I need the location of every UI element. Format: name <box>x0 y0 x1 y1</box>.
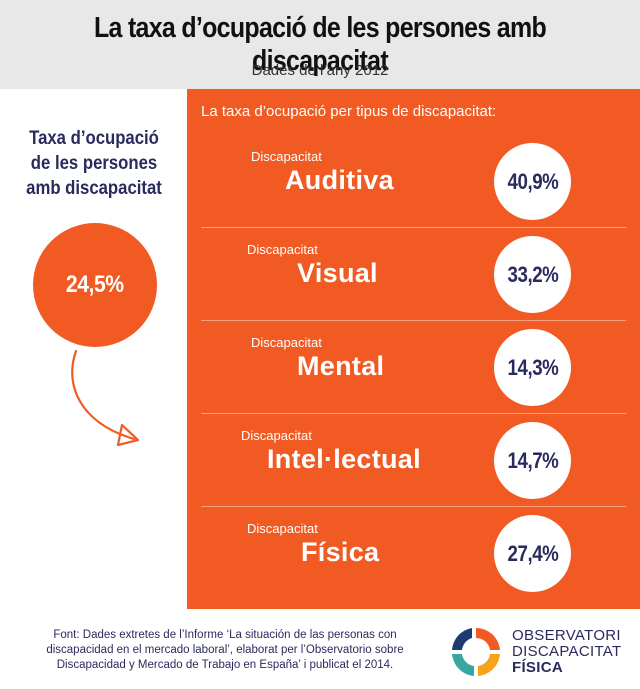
row-value-label: 33,2% <box>507 262 558 288</box>
logo-line-3: FÍSICA <box>512 660 636 676</box>
header: La taxa d’ocupació de les persones amb d… <box>0 0 640 89</box>
page-subtitle: Dades de l’any 2012 <box>0 62 640 79</box>
logo-line-2: DISCAPACITAT <box>512 644 636 660</box>
panel-title: La taxa d’ocupació per tipus de discapac… <box>201 103 496 120</box>
row-value-circle: 14,7% <box>494 422 571 499</box>
row-prefix-label: Discapacitat <box>247 521 318 536</box>
logo-line-1: OBSERVATORI <box>512 628 636 644</box>
row-value-label: 14,7% <box>507 448 558 474</box>
row-value-label: 40,9% <box>507 169 558 195</box>
row-category-label: Física <box>301 537 379 568</box>
disability-row: Discapacitat Intel·lectual 14,7% <box>187 414 640 507</box>
logo-text: OBSERVATORI DISCAPACITAT FÍSICA <box>512 628 636 676</box>
disability-row: Discapacitat Física 27,4% <box>187 507 640 600</box>
row-prefix-label: Discapacitat <box>251 335 322 350</box>
row-value-circle: 14,3% <box>494 329 571 406</box>
overall-label: Taxa d’ocupació de les persones amb disc… <box>24 126 165 201</box>
overall-value-circle: 24,5% <box>33 223 157 347</box>
source-note: Font: Dades extretes de l’Informe ‘La si… <box>30 628 420 673</box>
row-prefix-label: Discapacitat <box>251 149 322 164</box>
row-prefix-label: Discapacitat <box>241 428 312 443</box>
observatori-logo-icon <box>446 624 506 680</box>
disability-row: Discapacitat Visual 33,2% <box>187 228 640 321</box>
row-category-label: Intel·lectual <box>267 444 421 475</box>
row-value-label: 27,4% <box>507 541 558 567</box>
curved-arrow-icon <box>60 345 150 455</box>
row-value-circle: 33,2% <box>494 236 571 313</box>
disability-row: Discapacitat Mental 14,3% <box>187 321 640 414</box>
row-category-label: Mental <box>297 351 384 382</box>
row-category-label: Auditiva <box>285 165 394 196</box>
row-category-label: Visual <box>297 258 378 289</box>
row-value-label: 14,3% <box>507 355 558 381</box>
row-value-circle: 27,4% <box>494 515 571 592</box>
disability-row: Discapacitat Auditiva 40,9% <box>187 135 640 228</box>
row-prefix-label: Discapacitat <box>247 242 318 257</box>
overall-value: 24,5% <box>66 271 124 299</box>
row-value-circle: 40,9% <box>494 143 571 220</box>
disability-type-panel: La taxa d’ocupació per tipus de discapac… <box>187 89 640 609</box>
